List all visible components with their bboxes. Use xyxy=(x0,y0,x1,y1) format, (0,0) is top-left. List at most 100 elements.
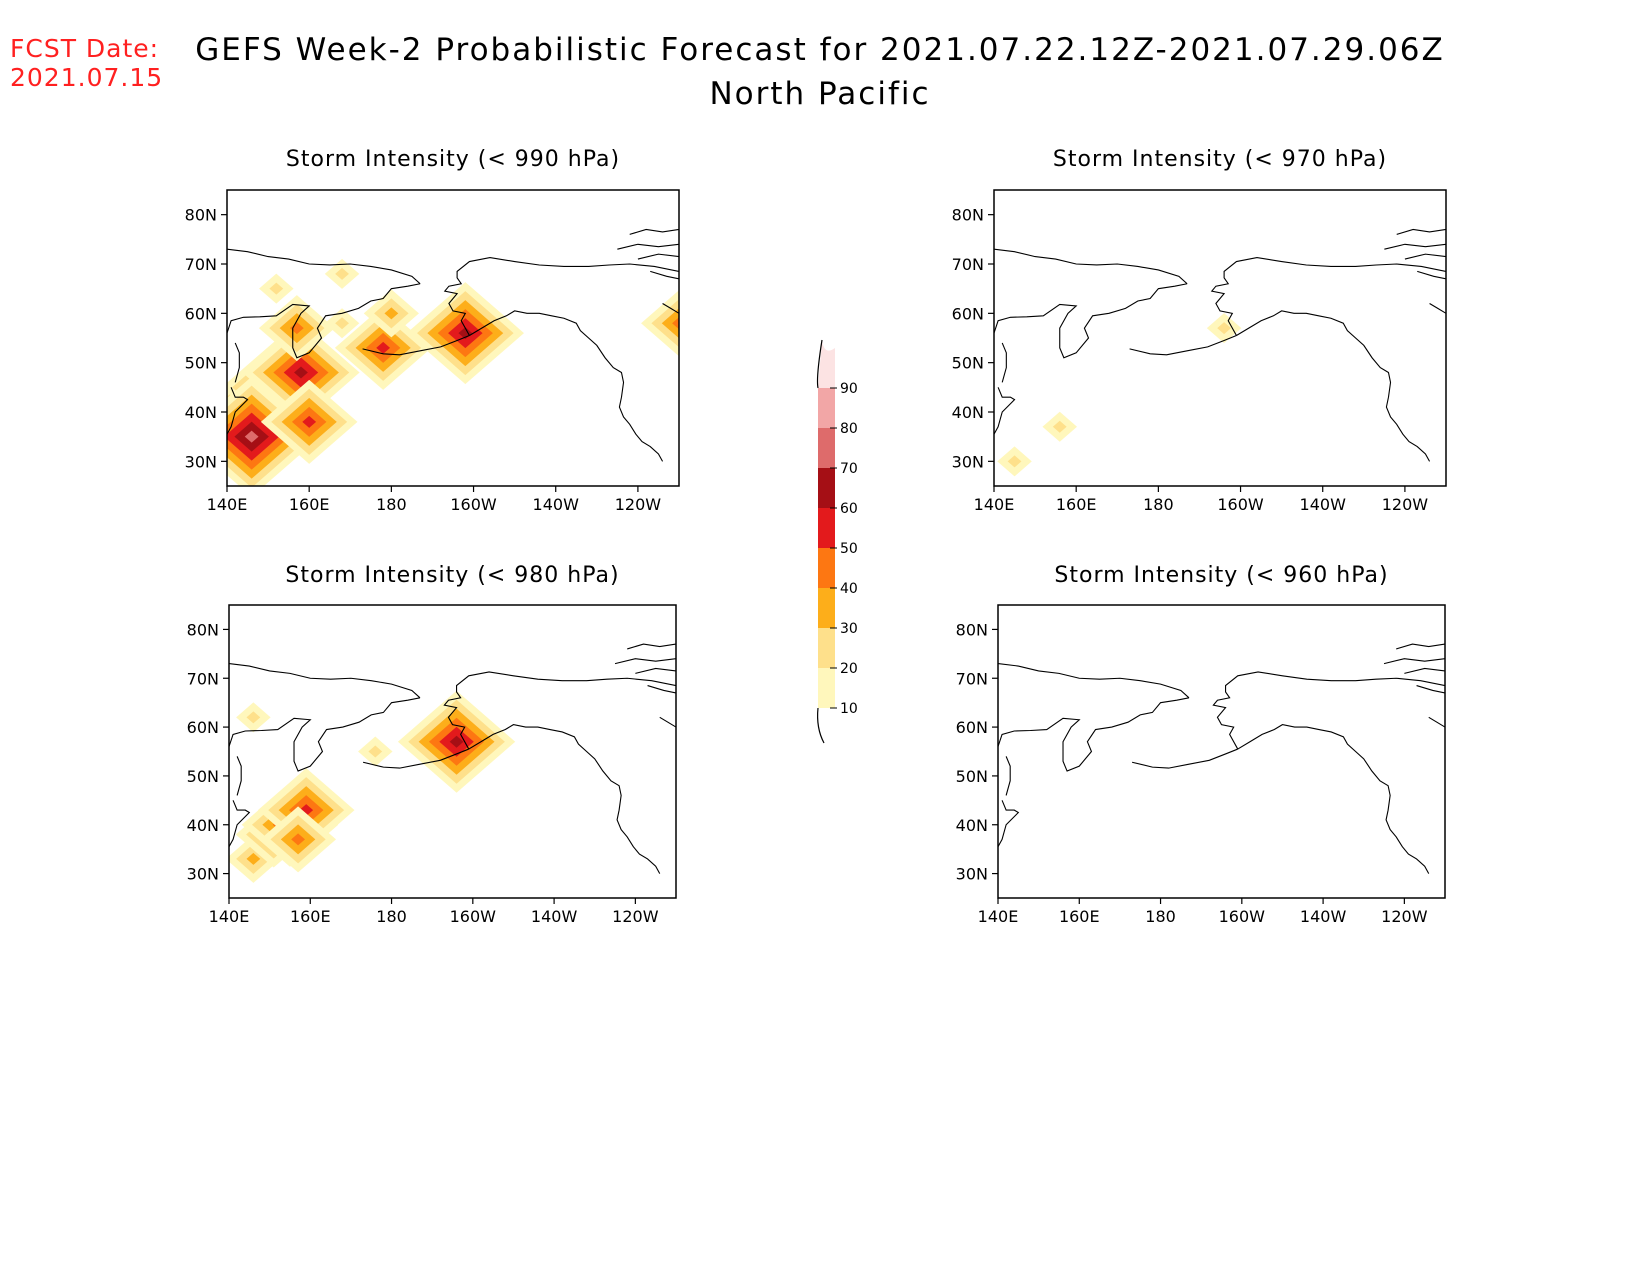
lat-tick-label: 80N xyxy=(185,206,217,225)
lat-tick-label: 40N xyxy=(185,403,217,422)
lon-tick-label: 140W xyxy=(1300,495,1347,514)
map-frame xyxy=(228,604,677,899)
lon-tick-label: 140E xyxy=(974,495,1015,514)
lat-tick-label: 60N xyxy=(185,304,217,323)
probability-contour xyxy=(661,308,679,339)
coastline xyxy=(236,756,242,796)
colorbar-swatch xyxy=(818,628,835,668)
coastline xyxy=(629,228,679,235)
map-panel-p960: Storm Intensity (< 960 hPa) 80N 70N 60N 50N 4… xyxy=(956,563,1446,926)
lat-tick-label: 40N xyxy=(952,403,984,422)
lon-tick-label: 140E xyxy=(978,907,1019,926)
panel-title: Storm Intensity (< 960 hPa) xyxy=(1054,563,1388,588)
coastline xyxy=(229,663,421,699)
coastline xyxy=(1005,756,1011,796)
lat-tick-label: 50N xyxy=(956,767,988,786)
coastline xyxy=(627,643,676,650)
colorbar-swatch xyxy=(818,668,835,708)
lon-tick-label: 160W xyxy=(450,907,497,926)
coastline xyxy=(1383,658,1445,665)
probability-contour xyxy=(376,341,391,354)
probability-contour xyxy=(294,366,308,379)
lon-tick-label: 140E xyxy=(207,495,248,514)
coastline xyxy=(998,800,1020,848)
probability-contour xyxy=(1217,322,1232,335)
probability-contour xyxy=(449,735,464,748)
lat-tick-label: 80N xyxy=(187,620,219,639)
coastline xyxy=(229,800,251,848)
coastline xyxy=(1236,310,1431,462)
coastline xyxy=(1210,257,1446,336)
colorbar-label: 90 xyxy=(840,381,858,397)
map-panel-p970: Storm Intensity (< 970 hPa) 80N 70N 60N 50N 4… xyxy=(952,147,1447,514)
lon-tick-label: 120W xyxy=(615,495,662,514)
coastline xyxy=(998,697,1190,772)
colorbar-cap-top xyxy=(818,340,835,388)
lon-tick-label: 160W xyxy=(1217,495,1264,514)
coastline xyxy=(234,342,240,383)
lon-tick-label: 180 xyxy=(1143,495,1174,514)
coastline xyxy=(362,335,470,356)
coastline xyxy=(469,310,664,462)
coastline xyxy=(443,671,676,750)
coastline xyxy=(362,748,469,769)
lat-tick-label: 30N xyxy=(185,452,217,471)
region-subtitle: North Pacific xyxy=(709,76,931,112)
coastline xyxy=(1416,685,1445,694)
colorbar-label: 60 xyxy=(840,501,858,517)
lat-tick-label: 70N xyxy=(187,669,219,688)
probability-contour xyxy=(246,711,261,724)
probability-contour xyxy=(246,852,261,865)
coastline xyxy=(998,663,1190,699)
probability-contour xyxy=(335,317,349,330)
forecast-date-block: FCST Date: 2021.07.15 xyxy=(10,34,163,92)
lon-tick-label: 180 xyxy=(376,495,407,514)
lat-tick-label: 50N xyxy=(952,354,984,373)
coastline xyxy=(1129,335,1237,356)
probability-contour xyxy=(368,745,383,758)
probability-contour xyxy=(458,327,473,340)
coastline xyxy=(443,257,679,336)
lat-tick-label: 30N xyxy=(956,865,988,884)
coastline xyxy=(659,716,676,728)
lon-tick-label: 160W xyxy=(1219,907,1266,926)
lon-tick-label: 140W xyxy=(533,495,580,514)
forecast-date-value: 2021.07.15 xyxy=(10,63,164,92)
probability-contour xyxy=(1007,455,1022,468)
colorbar-label: 30 xyxy=(840,621,858,637)
lon-tick-label: 140W xyxy=(531,907,578,926)
coastline xyxy=(614,658,676,665)
lon-tick-label: 120W xyxy=(612,907,659,926)
coastline xyxy=(468,724,661,874)
colorbar: 10 20 30 40 50 60 70 80 90 xyxy=(816,339,858,744)
probability-contour xyxy=(244,430,259,443)
lat-tick-label: 50N xyxy=(187,767,219,786)
coastline xyxy=(1428,716,1445,728)
lon-tick-label: 160E xyxy=(1059,907,1100,926)
coastline xyxy=(994,387,1016,435)
coastline xyxy=(1396,228,1446,235)
lat-tick-label: 80N xyxy=(952,206,984,225)
panel-title: Storm Intensity (< 980 hPa) xyxy=(285,563,619,588)
coastline xyxy=(1212,671,1445,750)
coastline xyxy=(662,302,679,314)
panel-title: Storm Intensity (< 970 hPa) xyxy=(1053,147,1387,172)
lon-tick-label: 160E xyxy=(289,495,330,514)
probability-contour xyxy=(1052,420,1067,433)
coastline xyxy=(1384,243,1446,250)
coastline xyxy=(637,253,679,260)
colorbar-label: 70 xyxy=(840,461,858,477)
coastline xyxy=(1429,302,1446,314)
colorbar-swatch xyxy=(818,508,835,548)
map-frame xyxy=(993,189,1447,487)
lat-tick-label: 60N xyxy=(956,718,988,737)
colorbar-swatch xyxy=(818,468,835,508)
colorbar-label: 10 xyxy=(840,701,858,717)
coastline xyxy=(1396,643,1445,650)
probability-contour xyxy=(384,307,399,320)
map-frame xyxy=(226,189,680,487)
lat-tick-label: 60N xyxy=(952,304,984,323)
map-panel-p990: Storm Intensity (< 990 hPa) 80N 70N 60N 50N 4… xyxy=(185,147,680,514)
probability-contour xyxy=(291,833,305,846)
forecast-date-label: FCST Date: xyxy=(10,34,160,63)
